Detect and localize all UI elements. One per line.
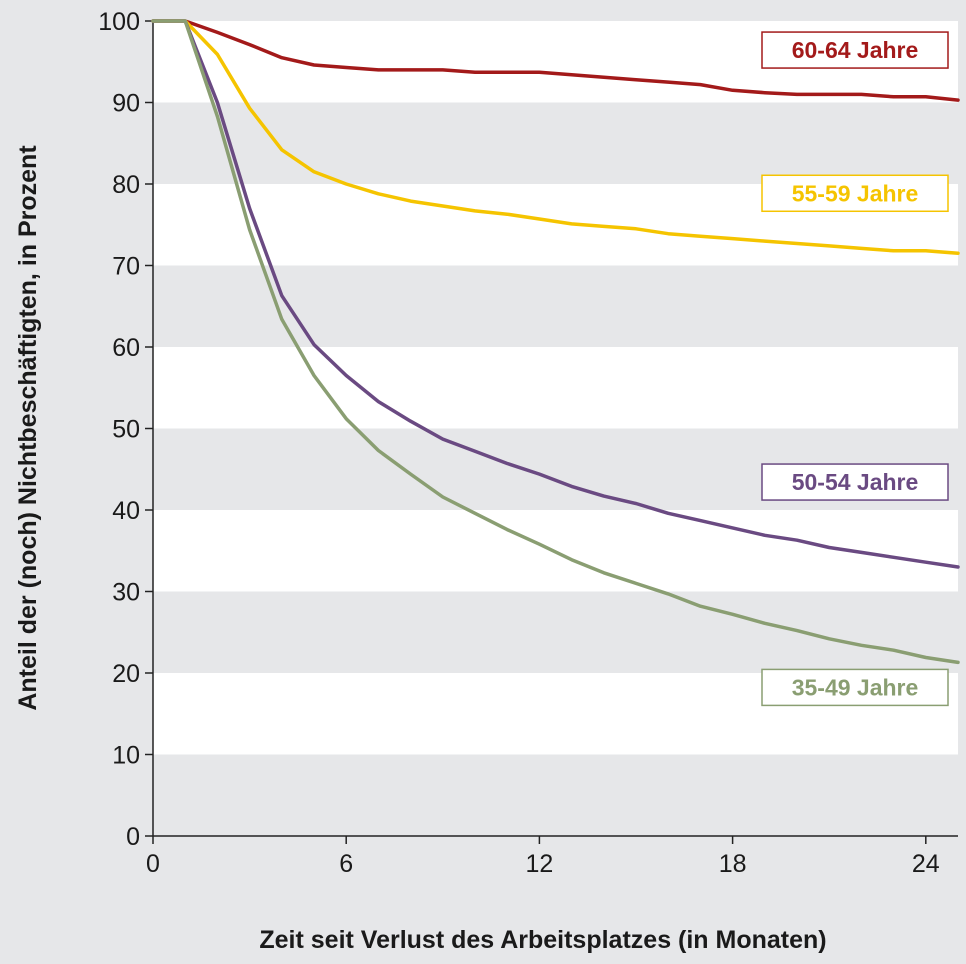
series-label: 50-54 Jahre (761, 463, 949, 501)
y-axis-title: Anteil der (noch) Nichtbeschäftigten, in… (14, 145, 42, 711)
series-label-box (761, 31, 949, 69)
x-tick-label: 18 (719, 850, 747, 878)
series-label-text: 55-59 Jahre (792, 180, 919, 206)
y-tick-label: 0 (126, 823, 140, 851)
y-tick-label: 80 (112, 171, 140, 199)
y-tick-label: 70 (112, 253, 140, 281)
x-tick-label: 24 (912, 850, 940, 878)
y-tick-label: 90 (112, 90, 140, 118)
series-line (151, 19, 960, 102)
series-lines (151, 19, 960, 665)
grid-band (153, 347, 958, 429)
series-label: 55-59 Jahre (761, 174, 949, 213)
series-label-box (761, 668, 949, 707)
y-tick-label: 20 (112, 660, 140, 688)
series-line (151, 19, 960, 665)
y-tick-label: 10 (112, 742, 140, 770)
series-line (151, 19, 960, 569)
x-axis-title: Zeit seit Verlust des Arbeitsplatzes (in… (259, 926, 826, 954)
y-tick-label: 60 (112, 334, 140, 362)
series-label: 35-49 Jahre (761, 668, 949, 707)
series-label: 60-64 Jahre (761, 31, 949, 69)
y-tick-label: 30 (112, 579, 140, 607)
series-line (151, 19, 960, 256)
x-tick-label: 0 (146, 850, 160, 878)
background-bands (153, 21, 958, 836)
series-label-box (761, 174, 949, 213)
series-label-text: 50-54 Jahre (792, 469, 919, 495)
series-label-text: 60-64 Jahre (792, 37, 919, 63)
series-label-text: 35-49 Jahre (792, 674, 919, 700)
y-tick-label: 50 (112, 416, 140, 444)
y-tick-label: 100 (98, 8, 140, 36)
axes: 0 10 20 30 40 50 60 70 80 90 100 0 6 12 18 24 (98, 8, 958, 878)
series-labels: 60-64 Jahre 55-59 Jahre 50-54 Jahre 35-49 J… (761, 31, 949, 707)
x-tick-label: 6 (339, 850, 353, 878)
x-tick-label: 12 (525, 850, 553, 878)
y-tick-label: 40 (112, 497, 140, 525)
series-label-box (761, 463, 949, 501)
